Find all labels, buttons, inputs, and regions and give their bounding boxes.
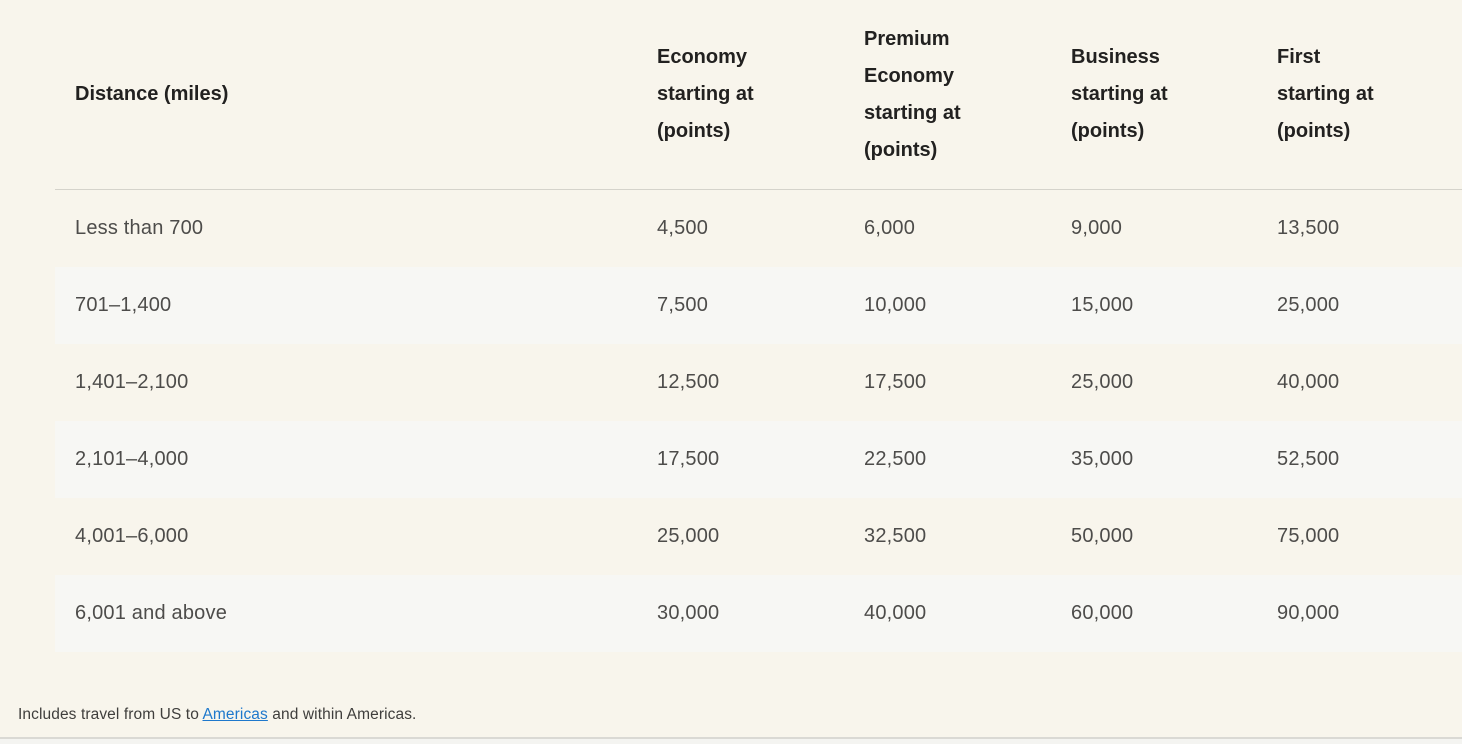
business-cell: 9,000 <box>1071 217 1123 239</box>
first-cell: 75,000 <box>1277 525 1340 547</box>
points-award-table: Distance (miles) Economy starting at (po… <box>55 0 1462 652</box>
premium-economy-cell: 6,000 <box>864 217 916 239</box>
premium-economy-cell: 10,000 <box>864 294 927 316</box>
bottom-divider <box>0 737 1462 744</box>
economy-cell: 7,500 <box>657 294 709 316</box>
premium-economy-cell: 22,500 <box>864 448 927 470</box>
column-header-premium-economy: Premium Economy starting at (points) <box>864 27 961 161</box>
business-cell: 35,000 <box>1071 448 1134 470</box>
column-header-business: Business starting at (points) <box>1071 46 1168 142</box>
first-cell: 90,000 <box>1277 602 1340 624</box>
distance-cell: 4,001–6,000 <box>75 525 189 547</box>
column-header-distance: Distance (miles) <box>75 83 229 105</box>
economy-cell: 12,500 <box>657 371 720 393</box>
first-cell: 13,500 <box>1277 217 1340 239</box>
distance-cell: 2,101–4,000 <box>75 448 189 470</box>
table-row: 6,001 and above 30,000 40,000 60,000 90,… <box>55 575 1462 652</box>
first-cell: 40,000 <box>1277 371 1340 393</box>
business-cell: 50,000 <box>1071 525 1134 547</box>
economy-cell: 30,000 <box>657 602 720 624</box>
first-cell: 25,000 <box>1277 294 1340 316</box>
distance-cell: 6,001 and above <box>75 602 228 624</box>
distance-cell: 1,401–2,100 <box>75 371 189 393</box>
economy-cell: 4,500 <box>657 217 709 239</box>
business-cell: 15,000 <box>1071 294 1134 316</box>
column-header-first: First starting at (points) <box>1277 46 1374 142</box>
premium-economy-cell: 32,500 <box>864 525 927 547</box>
premium-economy-cell: 40,000 <box>864 602 927 624</box>
distance-cell: Less than 700 <box>75 217 204 239</box>
column-header-economy: Economy starting at (points) <box>657 46 754 142</box>
economy-cell: 17,500 <box>657 448 720 470</box>
table-row: Less than 700 4,500 6,000 9,000 13,500 <box>55 190 1462 267</box>
table-row: 701–1,400 7,500 10,000 15,000 25,000 <box>55 267 1462 344</box>
footnote-text: Includes travel from US to Americas and … <box>18 706 416 724</box>
footnote-suffix: and within Americas. <box>267 706 417 723</box>
business-cell: 60,000 <box>1071 602 1134 624</box>
premium-economy-cell: 17,500 <box>864 371 927 393</box>
americas-link[interactable]: Americas <box>202 706 268 723</box>
economy-cell: 25,000 <box>657 525 720 547</box>
first-cell: 52,500 <box>1277 448 1340 470</box>
footnote-prefix: Includes travel from US to <box>18 706 203 723</box>
table-header-row: Distance (miles) Economy starting at (po… <box>55 0 1462 190</box>
table-row: 1,401–2,100 12,500 17,500 25,000 40,000 <box>55 344 1462 421</box>
distance-cell: 701–1,400 <box>75 294 172 316</box>
table-row: 2,101–4,000 17,500 22,500 35,000 52,500 <box>55 421 1462 498</box>
table-row: 4,001–6,000 25,000 32,500 50,000 75,000 <box>55 498 1462 575</box>
business-cell: 25,000 <box>1071 371 1134 393</box>
